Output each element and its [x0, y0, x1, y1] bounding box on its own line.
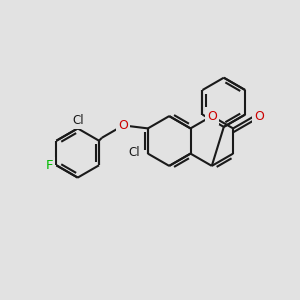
Text: Cl: Cl	[129, 146, 140, 159]
Text: O: O	[254, 110, 264, 123]
Text: F: F	[46, 159, 53, 172]
Text: Cl: Cl	[72, 114, 83, 127]
Text: O: O	[207, 110, 217, 123]
Text: O: O	[118, 119, 128, 132]
